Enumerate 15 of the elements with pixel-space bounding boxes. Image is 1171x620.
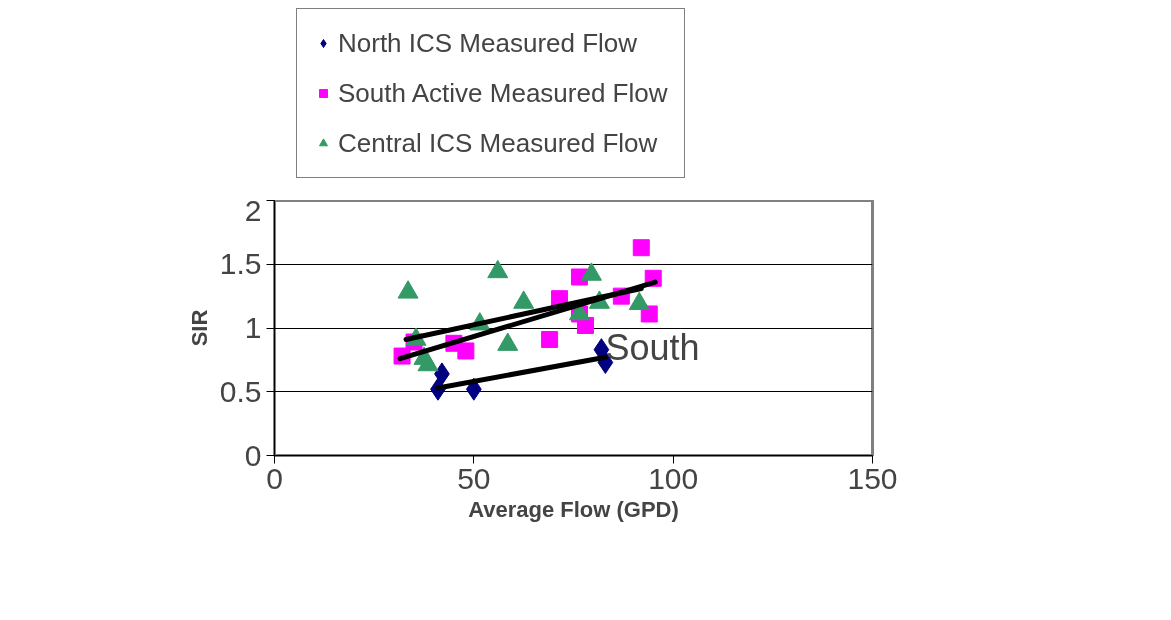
x-tick-label: 100 (648, 461, 699, 495)
x-tick-label: 0 (266, 461, 283, 495)
x-tick-label: 50 (457, 461, 491, 495)
y-tick-label: 1.5 (219, 247, 262, 281)
annotation: South (605, 326, 700, 368)
legend-label: Central ICS Measured Flow (338, 126, 658, 160)
y-tick-label: 1 (244, 311, 262, 344)
x-tick-label: 150 (847, 461, 898, 495)
legend-label: North ICS Measured Flow (338, 26, 638, 60)
x-axis-title: Average Flow (GPD) (468, 496, 679, 522)
legend-label: South Active Measured Flow (338, 76, 668, 110)
y-axis-title: SIR (186, 309, 212, 347)
y-tick-label: 0.5 (219, 374, 262, 408)
y-tick-label: 2 (244, 193, 262, 227)
y-tick-label: 0 (244, 438, 262, 472)
